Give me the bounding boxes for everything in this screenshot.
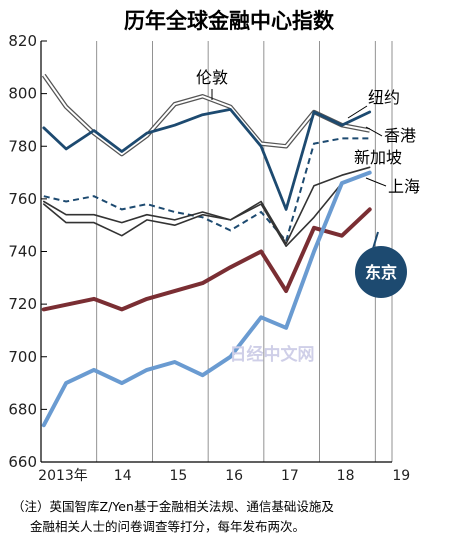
- y-tick-label-0: 660: [8, 453, 37, 471]
- series-lines: [41, 73, 372, 428]
- x-tick-label-6: 19: [392, 468, 410, 484]
- series-line-香港: [43, 137, 370, 244]
- series-line-东京: [41, 207, 372, 312]
- x-axis-ticks: 2013年 14 15 16 17 18 19: [38, 468, 410, 484]
- y-tick-label-8: 820: [8, 32, 37, 50]
- x-tick-label-3: 16: [225, 468, 243, 484]
- y-tick-label-2: 700: [8, 348, 37, 366]
- series-line-纽约: [42, 108, 372, 211]
- grid: [40, 41, 393, 462]
- y-tick-label-3: 720: [8, 295, 37, 313]
- y-tick-label-6: 780: [8, 137, 37, 155]
- y-axis-ticks: 660 680 700 720 740 760 780 800 820: [8, 32, 47, 471]
- y-tick-label-7: 800: [8, 85, 37, 103]
- footnote: （注）英国智库Z/Yen基于金融相关法规、通信基础设施及 金融相关人士的问卷调查…: [12, 497, 442, 537]
- x-tick-label-2: 15: [170, 468, 188, 484]
- y-tick-label-5: 760: [8, 190, 37, 208]
- label-hong-kong-leader: [365, 126, 383, 137]
- label-singapore: 新加坡: [354, 148, 402, 167]
- axes: [40, 41, 392, 463]
- label-shanghai-leader: [365, 177, 387, 187]
- x-tick-label-4: 17: [281, 468, 299, 484]
- label-hong-kong: 香港: [384, 126, 416, 145]
- x-tick-label-0: 2013年: [38, 468, 88, 484]
- series-line-上海: [43, 171, 371, 247]
- footnote-line-2: 金融相关人士的问卷调查等打分，每年发布两次。: [30, 519, 306, 534]
- tokyo-badge: [355, 246, 407, 298]
- label-new-york: 纽约: [368, 88, 400, 107]
- label-tokyo: 东京: [365, 263, 397, 282]
- watermark: 日经中文网: [230, 344, 315, 365]
- label-shanghai: 上海: [388, 177, 420, 196]
- chart-title: 历年全球金融中心指数: [124, 9, 335, 33]
- footnote-line-1: （注）英国智库Z/Yen基于金融相关法规、通信基础设施及: [12, 499, 334, 514]
- label-new-york-leader: [347, 105, 368, 119]
- y-tick-label-1: 680: [8, 400, 37, 418]
- x-tick-label-5: 18: [337, 468, 355, 484]
- series-line-新加坡: [43, 166, 371, 245]
- y-tick-label-4: 740: [8, 243, 37, 261]
- x-tick-label-1: 14: [114, 468, 132, 484]
- label-london: 伦敦: [196, 68, 228, 87]
- series-line-unlabeled-6: [41, 170, 372, 428]
